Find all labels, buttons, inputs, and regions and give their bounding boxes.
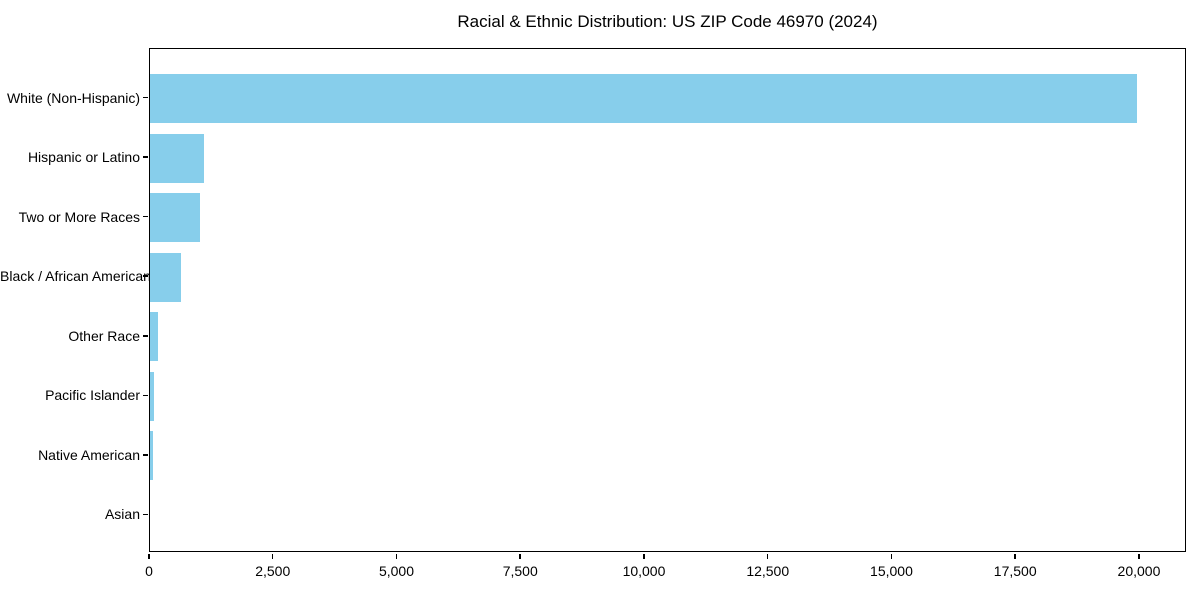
bar [150,74,1137,123]
y-tick-label: Two or More Races [18,208,140,225]
x-tick-label: 5,000 [378,563,414,579]
y-tick-label: Asian [104,506,140,523]
bar [150,371,155,421]
x-tick-mark [766,553,769,559]
bar [150,431,154,481]
x-tick-label: 15,000 [870,563,913,579]
x-tick-label: 12,500 [746,563,790,579]
x-tick-mark [519,553,521,559]
x-tick-mark [1014,553,1016,559]
bar [150,133,205,183]
x-tick-mark [148,553,150,559]
y-tick-mark [143,513,148,516]
x-tick-mark [890,553,893,559]
bar [150,312,159,362]
y-tick-mark [143,96,148,99]
x-tick-label: 0 [145,563,153,579]
y-tick-mark [143,335,148,337]
y-tick-label: Pacific Islander [45,387,140,404]
y-tick-label: White (Non-Hispanic) [6,89,140,106]
x-tick-label: 7,500 [502,563,538,579]
x-tick-label: 2,500 [255,563,291,579]
y-tick-mark [143,394,148,397]
plot-area [149,48,1186,552]
y-tick-label: Other Race [68,327,140,344]
y-tick-mark [143,454,148,456]
y-tick-label: Hispanic or Latino [27,149,140,166]
x-tick-mark [271,553,274,559]
y-tick-mark [143,156,148,158]
x-tick-label: 17,500 [993,563,1037,579]
x-tick-label: 20,000 [1117,563,1161,579]
x-tick-mark [643,553,645,559]
x-tick-label: 10,000 [622,563,666,579]
y-tick-mark [143,275,148,277]
y-tick-mark [143,215,148,218]
bar [150,252,181,302]
x-tick-mark [1138,553,1140,559]
x-tick-mark [395,553,398,559]
y-tick-label: Black / African American [0,268,151,285]
y-tick-label: Native American [38,446,140,463]
chart-title: Racial & Ethnic Distribution: US ZIP Cod… [457,12,878,31]
bar [150,193,200,243]
